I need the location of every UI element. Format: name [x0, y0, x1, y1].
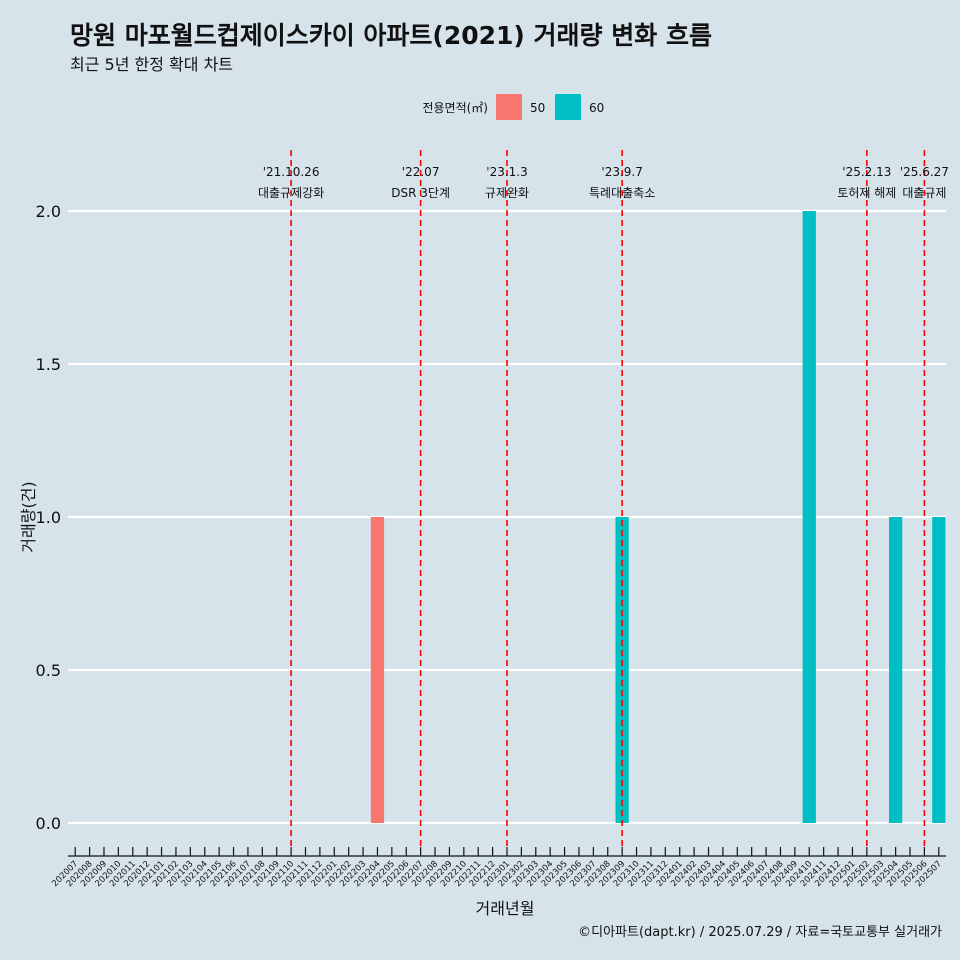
legend-label-60: 60	[589, 101, 604, 115]
chart-subtitle: 최근 5년 한정 확대 차트	[70, 55, 233, 74]
event-date-label: '23.9.7	[601, 165, 642, 179]
y-axis: 0.0 0.5 1.0 1.5 2.0	[36, 202, 61, 833]
event-date-label: '22.07	[402, 165, 440, 179]
chart-title: 망원 마포월드컵제이스카이 아파트(2021) 거래량 변화 흐름	[70, 21, 712, 50]
y-tick-label: 0.0	[36, 814, 61, 833]
event-label: 규제완화	[485, 186, 529, 200]
y-axis-title: 거래량(건)	[19, 481, 38, 552]
event-label: 토허제 해제	[837, 186, 896, 200]
bar-202204-50	[370, 517, 385, 823]
y-tick-label: 2.0	[36, 202, 61, 221]
event-label: 대출규제강화	[258, 186, 324, 200]
event-date-label: '21.10.26	[263, 165, 320, 179]
legend-swatch-60	[555, 94, 581, 120]
legend: 전용면적(㎡) 50 60	[422, 94, 604, 120]
legend-label-50: 50	[530, 101, 545, 115]
y-tick-label: 0.5	[36, 661, 61, 680]
bars	[370, 211, 946, 823]
event-label: DSR 3단계	[391, 186, 450, 200]
event-lines: '21.10.26 대출규제강화 '22.07 DSR 3단계 '23.1.3 규제완화 '…	[258, 150, 949, 848]
bar-202410-60	[802, 211, 816, 823]
y-tick-label: 1.0	[36, 508, 61, 527]
y-tick-label: 1.5	[36, 355, 61, 374]
bar-202504-60	[889, 517, 903, 823]
chart-caption: ©디아파트(dapt.kr) / 2025.07.29 / 자료=국토교통부 실…	[578, 925, 942, 940]
event-label: 대출규제	[902, 186, 946, 200]
legend-title: 전용면적(㎡)	[422, 101, 488, 115]
event-date-label: '25.6.27	[900, 165, 949, 179]
legend-swatch-50	[496, 94, 522, 120]
x-axis-title: 거래년월	[476, 899, 535, 918]
bar-202507-60	[932, 517, 946, 823]
event-label: 특례대출축소	[589, 186, 655, 200]
event-date-label: '25.2.13	[842, 165, 891, 179]
event-date-label: '23.1.3	[486, 165, 527, 179]
